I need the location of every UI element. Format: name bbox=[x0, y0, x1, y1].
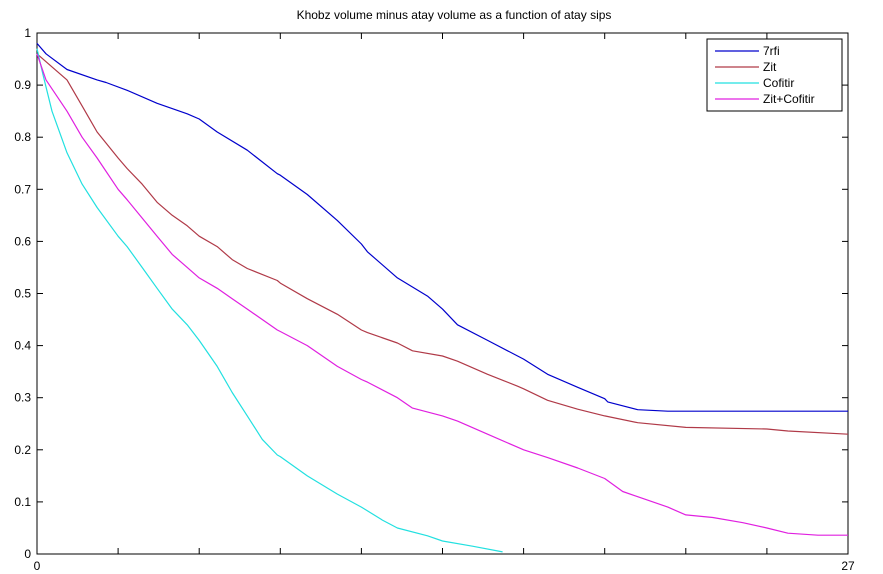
legend: 7rfi Zit Cofitir Zit+Cofitir bbox=[706, 38, 843, 112]
y-tick-label: 0.2 bbox=[14, 443, 31, 457]
series-line-zit bbox=[36, 53, 849, 435]
y-tick-label: 0.1 bbox=[14, 495, 31, 509]
legend-label: 7rfi bbox=[763, 44, 780, 58]
y-tick-label: 0.4 bbox=[14, 339, 31, 353]
y-tick-label: 0.7 bbox=[14, 182, 31, 196]
x-tick-label: 27 bbox=[841, 559, 855, 573]
legend-label: Cofitir bbox=[763, 76, 794, 90]
series-line-zit-cofitir bbox=[36, 53, 848, 536]
y-tick-label: 0 bbox=[24, 547, 31, 561]
y-tick-label: 0.3 bbox=[14, 391, 31, 405]
y-tick-label: 1 bbox=[24, 26, 31, 40]
legend-label: Zit bbox=[763, 60, 777, 74]
legend-label: Zit+Cofitir bbox=[763, 92, 815, 106]
axis-ticks: 0 0.1 0.2 0.3 0.4 0.5 0.6 0.7 0.8 0.9 1 0 27 bbox=[14, 26, 855, 573]
series-lines bbox=[36, 43, 849, 553]
y-tick-label: 0.9 bbox=[14, 78, 31, 92]
y-tick-label: 0.8 bbox=[14, 130, 31, 144]
y-tick-label: 0.6 bbox=[14, 234, 31, 248]
series-line-cofitir bbox=[36, 48, 503, 553]
plot-area bbox=[36, 32, 849, 555]
series-line-7rfi bbox=[36, 43, 848, 412]
y-tick-label: 0.5 bbox=[14, 287, 31, 301]
chart-title: Khobz volume minus atay volume as a func… bbox=[297, 8, 612, 22]
x-tick-label: 0 bbox=[34, 559, 41, 573]
